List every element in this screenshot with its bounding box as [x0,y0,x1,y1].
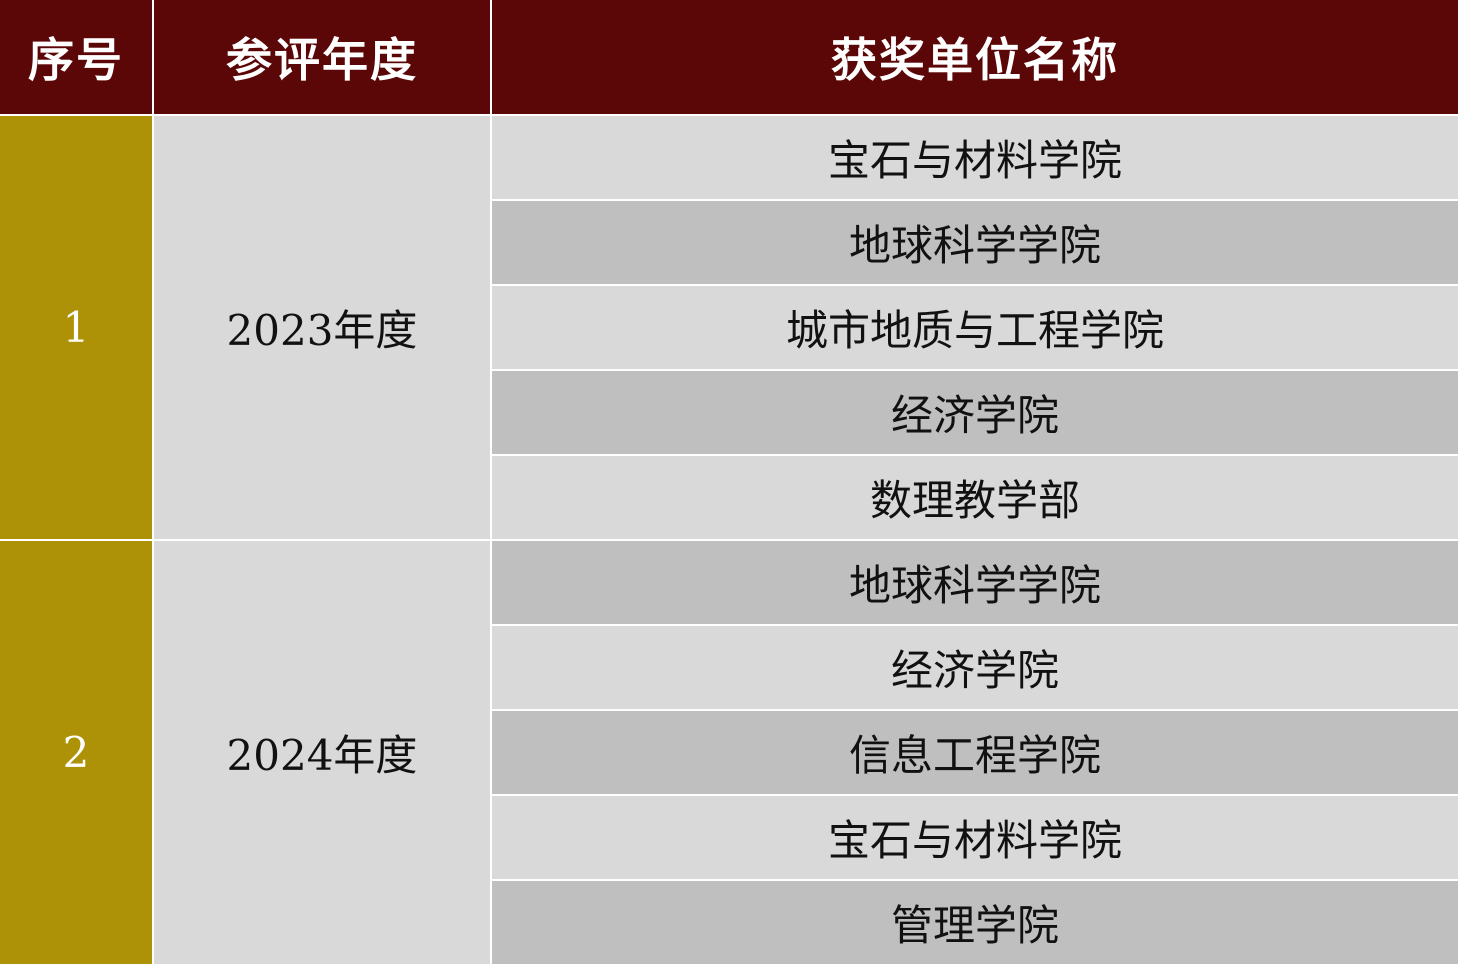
table-row: 信息工程学院 [0,709,1458,796]
unit-cell: 宝石与材料学院 [490,794,1458,881]
unit-cell: 地球科学学院 [490,539,1458,626]
table-row: 经济学院 [0,369,1458,456]
index-cell: 2 [0,539,154,966]
table-row: 数理教学部 [0,454,1458,541]
unit-cell: 城市地质与工程学院 [490,284,1458,371]
table-row: 宝石与材料学院 [0,794,1458,881]
header-year: 参评年度 [152,0,492,116]
unit-cell: 数理教学部 [490,454,1458,541]
year-cell: 2023年度 [152,114,492,541]
header-index: 序号 [0,0,154,116]
unit-cell: 经济学院 [490,369,1458,456]
table-row: 经济学院 [0,624,1458,711]
unit-cell: 地球科学学院 [490,199,1458,286]
unit-cell: 宝石与材料学院 [490,114,1458,201]
unit-cell: 经济学院 [490,624,1458,711]
year-cell: 2024年度 [152,539,492,966]
header-row: 序号 参评年度 获奖单位名称 [0,0,1458,116]
table-row: 管理学院 [0,879,1458,966]
index-cell: 1 [0,114,154,541]
unit-cell: 信息工程学院 [490,709,1458,796]
table-row: 城市地质与工程学院 [0,284,1458,371]
table-row: 1 2023年度 宝石与材料学院 [0,114,1458,541]
header-unit: 获奖单位名称 [490,0,1458,116]
table-row: 2 2024年度 地球科学学院 [0,539,1458,966]
table-row: 地球科学学院 [0,199,1458,286]
unit-cell: 管理学院 [490,879,1458,966]
